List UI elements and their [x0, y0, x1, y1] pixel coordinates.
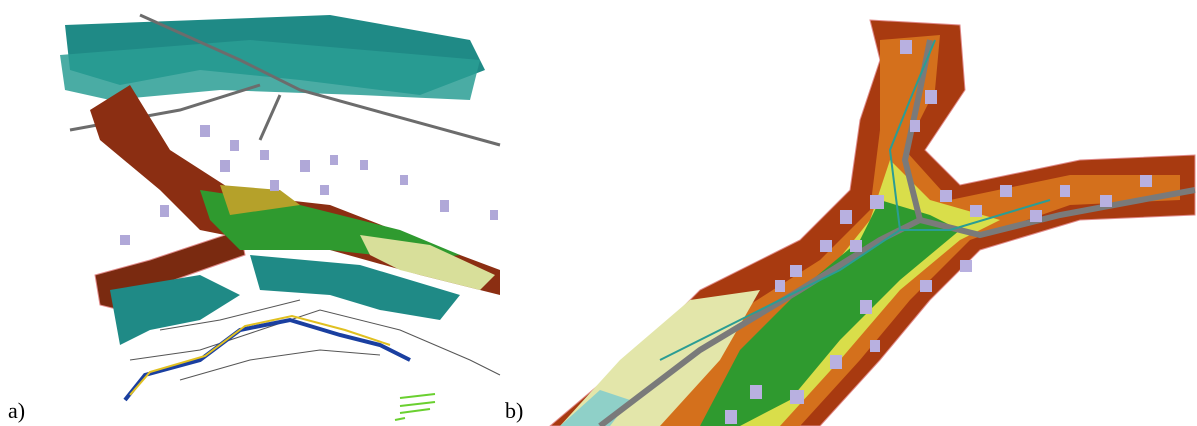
legend-lines	[395, 394, 435, 420]
panel-a-render	[60, 15, 500, 420]
figure: a) b)	[0, 0, 1197, 426]
page: a) b) (() => { const data = JSON.parse(d…	[0, 0, 1197, 426]
panel-label: b)	[505, 398, 523, 423]
river-line	[125, 320, 410, 400]
panel-b-render	[550, 20, 1195, 426]
panel-label: a)	[8, 398, 25, 423]
